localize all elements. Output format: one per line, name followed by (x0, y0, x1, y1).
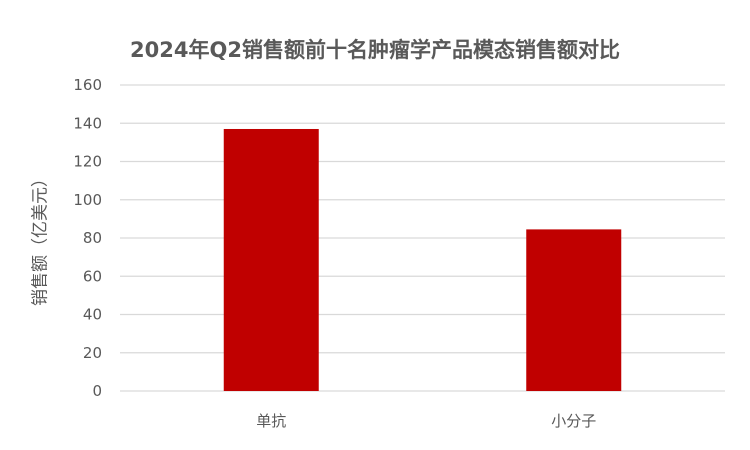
y-tick-label: 140 (73, 114, 102, 132)
x-tick-label: 单抗 (256, 412, 286, 430)
y-tick-label: 40 (83, 306, 102, 324)
chart-title: 2024年Q2销售额前十名肿瘤学产品模态销售额对比 (130, 38, 620, 62)
y-tick-label: 100 (73, 191, 102, 209)
bar (526, 229, 622, 391)
y-tick-label: 60 (83, 267, 102, 285)
y-tick-label: 120 (73, 153, 102, 171)
x-tick-label: 小分子 (551, 412, 596, 430)
y-tick-label: 20 (83, 344, 102, 362)
y-tick-label: 80 (83, 229, 102, 247)
y-tick-label: 0 (92, 382, 102, 400)
y-tick-label: 160 (73, 76, 102, 94)
bar (223, 128, 319, 392)
